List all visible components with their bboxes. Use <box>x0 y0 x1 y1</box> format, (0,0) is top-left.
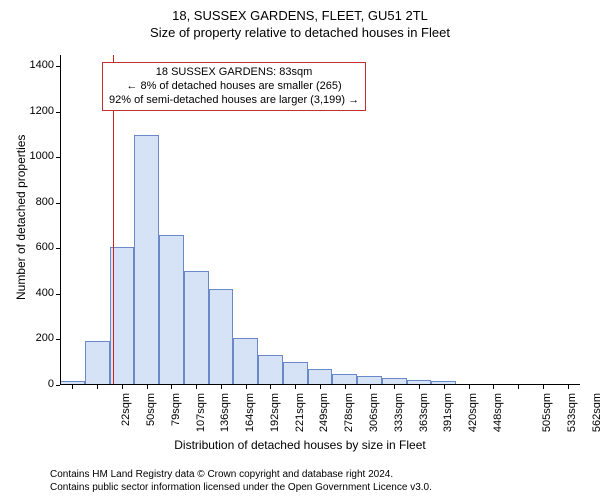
y-tick-label: 600 <box>20 241 54 253</box>
histogram-bar <box>209 289 234 385</box>
y-tick-label: 200 <box>20 332 54 344</box>
x-tick-label: 22sqm <box>120 393 132 443</box>
x-tick-label: 221sqm <box>294 393 306 443</box>
x-tick-label: 79sqm <box>170 393 182 443</box>
x-tick-label: 333sqm <box>393 393 405 443</box>
x-tick-label: 420sqm <box>467 393 479 443</box>
y-tick-label: 400 <box>20 287 54 299</box>
x-tick-label: 533sqm <box>566 393 578 443</box>
callout-box: 18 SUSSEX GARDENS: 83sqm ← 8% of detache… <box>102 62 366 111</box>
x-tick-label: 306sqm <box>368 393 380 443</box>
x-tick-label: 363sqm <box>418 393 430 443</box>
x-axis-label: Distribution of detached houses by size … <box>0 438 600 452</box>
y-tick-label: 1400 <box>20 59 54 71</box>
x-tick-label: 249sqm <box>318 393 330 443</box>
y-tick-label: 0 <box>20 378 54 390</box>
title: Size of property relative to detached ho… <box>0 23 600 40</box>
x-tick-label: 50sqm <box>145 393 157 443</box>
x-tick-label: 448sqm <box>492 393 504 443</box>
histogram-bar <box>134 135 159 385</box>
callout-line-1: 18 SUSSEX GARDENS: 83sqm <box>109 66 359 80</box>
y-tick-label: 1000 <box>20 150 54 162</box>
x-tick-label: 192sqm <box>269 393 281 443</box>
histogram-bar <box>308 369 333 385</box>
suptitle: 18, SUSSEX GARDENS, FLEET, GU51 2TL <box>0 0 600 23</box>
y-tick-label: 800 <box>20 196 54 208</box>
x-tick-label: 136sqm <box>219 393 231 443</box>
footer-line-2: Contains public sector information licen… <box>50 481 432 494</box>
y-tick-label: 1200 <box>20 105 54 117</box>
x-tick-label: 107sqm <box>195 393 207 443</box>
x-tick-label: 164sqm <box>244 393 256 443</box>
footer-attribution: Contains HM Land Registry data © Crown c… <box>50 468 432 494</box>
histogram-bar <box>258 355 283 385</box>
footer-line-1: Contains HM Land Registry data © Crown c… <box>50 468 432 481</box>
x-tick-label: 391sqm <box>442 393 454 443</box>
histogram-bar <box>159 235 184 385</box>
x-tick-label: 562sqm <box>591 393 600 443</box>
histogram-bar <box>85 341 110 385</box>
callout-line-2: ← 8% of detached houses are smaller (265… <box>109 80 359 94</box>
histogram-bar <box>184 271 209 385</box>
x-tick-label: 505sqm <box>541 393 553 443</box>
histogram-bar <box>283 362 308 385</box>
histogram-bar <box>233 338 258 385</box>
callout-line-3: 92% of semi-detached houses are larger (… <box>109 94 359 108</box>
x-tick-label: 278sqm <box>343 393 355 443</box>
